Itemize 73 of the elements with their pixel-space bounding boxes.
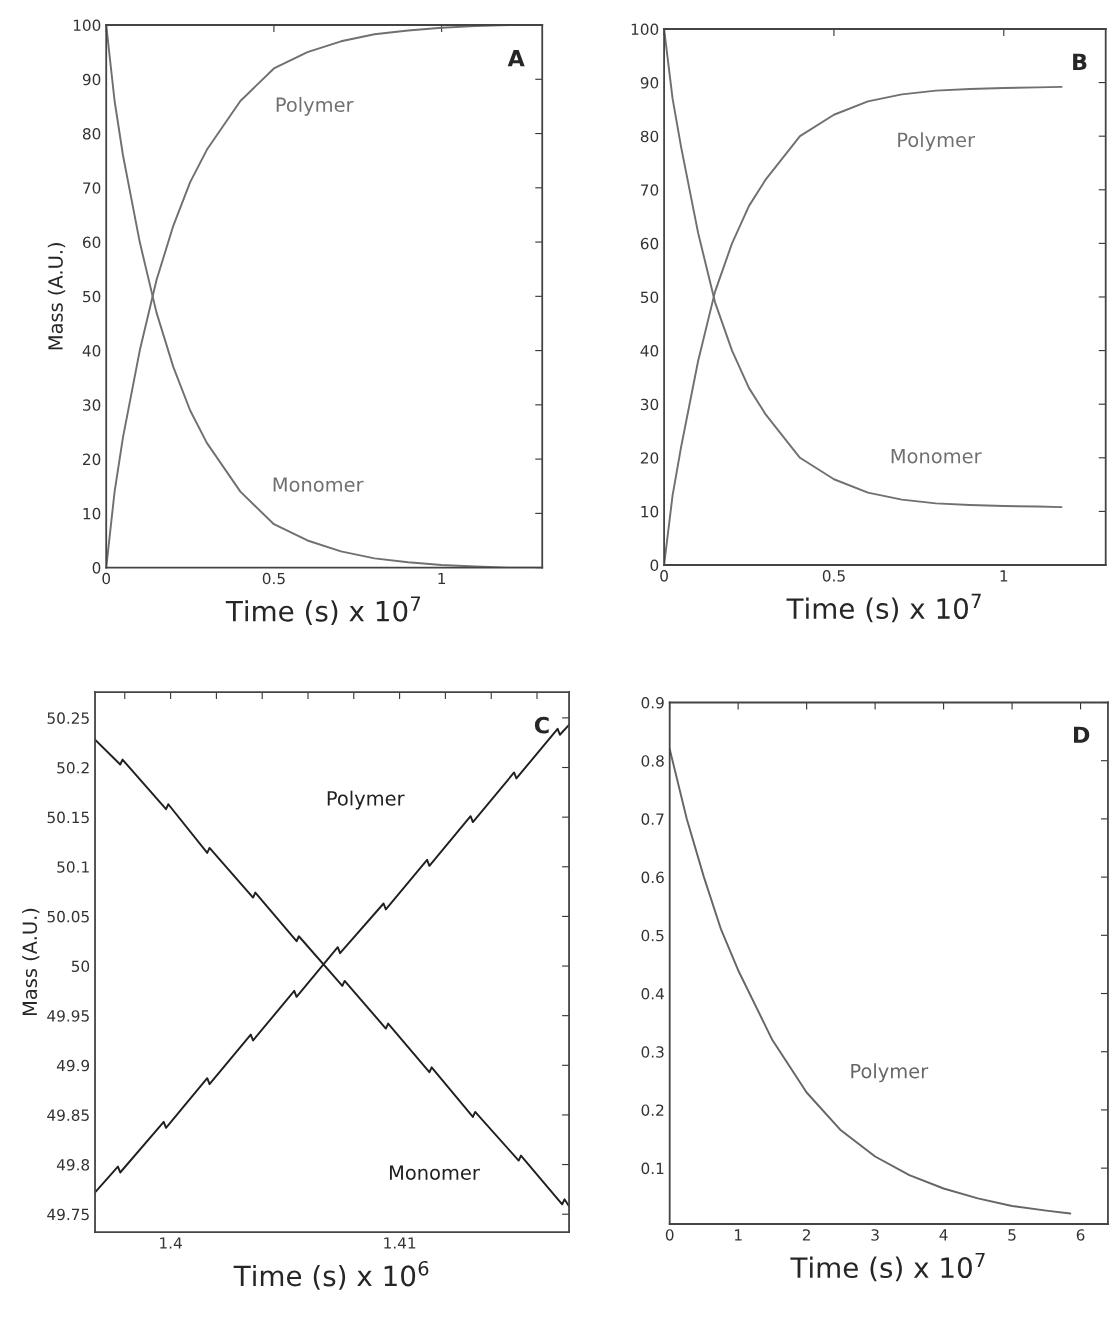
x-tick-label: 4 — [939, 1229, 948, 1241]
x-tick-label: 0.5 — [822, 570, 845, 582]
y-tick-label: 0.2 — [641, 1104, 664, 1116]
x-axis-title: Time (s) x 10$^{7}$ — [225, 596, 421, 625]
x-axis-title: Time (s) x 10$^{7}$ — [790, 1252, 985, 1282]
y-tick-label: 100 — [631, 23, 659, 35]
y-tick-label: 0.9 — [641, 696, 664, 709]
y-tick-label: 0.8 — [641, 755, 664, 767]
y-tick-label: 0.4 — [641, 987, 664, 1000]
y-tick-label: 70 — [83, 182, 101, 194]
y-tick-label: 0.5 — [641, 929, 664, 942]
y-tick-label: 30 — [83, 399, 101, 411]
y-tick-label: 90 — [640, 77, 659, 89]
y-tick-label: 0.3 — [641, 1046, 664, 1058]
y-tick-label: 50 — [83, 290, 101, 303]
y-tick-label: 50.05 — [47, 910, 89, 923]
y-tick-label: 80 — [82, 128, 101, 140]
y-tick-label: 50.25 — [47, 712, 89, 724]
y-tick-label: 50 — [640, 291, 659, 304]
y-tick-label: 49.9 — [56, 1059, 90, 1072]
y-tick-label: 10 — [641, 505, 659, 518]
annotation: B — [1073, 53, 1087, 70]
x-tick-label: 0.5 — [262, 572, 285, 585]
y-tick-label: 0 — [92, 562, 101, 574]
y-tick-label: 90 — [82, 73, 101, 86]
y-tick-label: 49.8 — [56, 1159, 90, 1171]
text: Polymer — [851, 1063, 929, 1083]
y-tick-label: 50.2 — [57, 761, 89, 774]
x-tick-label: 1 — [1000, 570, 1008, 582]
y-tick-label: 10 — [83, 507, 101, 520]
x-tick-label: 6 — [1076, 1229, 1085, 1241]
x-tick-label: 0 — [102, 572, 111, 585]
y-tick-label: 50.15 — [47, 811, 89, 824]
y-tick-label: 0.1 — [641, 1162, 664, 1175]
text: Polymer — [327, 790, 405, 810]
x-tick-label: 1.41 — [384, 1237, 416, 1249]
y-tick-label: 100 — [73, 19, 101, 32]
y-tick-label: 20 — [640, 452, 659, 464]
x-tick-label: 3 — [871, 1229, 879, 1241]
y-tick-label: 49.85 — [47, 1109, 89, 1121]
y-axis-title: Mass (A.U.) — [47, 243, 66, 350]
y-tick-label: 50 — [71, 960, 90, 973]
annotation: D — [1074, 726, 1090, 743]
x-tick-label: 1 — [438, 572, 446, 585]
y-tick-label: 0 — [650, 559, 659, 572]
annotation: A — [507, 50, 525, 67]
series-label: Monomer — [389, 1165, 480, 1180]
y-tick-label: 0.7 — [641, 813, 664, 825]
y-tick-label: 50.1 — [57, 861, 89, 873]
x-tick-label: 1 — [734, 1229, 742, 1241]
annotation: C — [534, 716, 549, 734]
y-tick-label: 40 — [640, 345, 659, 357]
series-label: Monomer — [273, 477, 364, 492]
y-tick-label: 0.6 — [641, 871, 664, 884]
x-tick-label: 2 — [802, 1229, 810, 1241]
y-tick-label: 70 — [641, 184, 659, 196]
x-tick-label: 0 — [665, 1229, 674, 1241]
x-tick-label: 1.4 — [160, 1237, 182, 1249]
y-tick-label: 80 — [640, 130, 659, 143]
series-label: Monomer — [891, 448, 982, 464]
y-tick-label: 40 — [82, 345, 101, 357]
y-tick-label: 60 — [640, 237, 659, 250]
y-tick-label: 49.75 — [47, 1208, 89, 1221]
x-axis-title: Time (s) x 10$^{6}$ — [233, 1260, 429, 1290]
x-tick-label: 5 — [1008, 1229, 1016, 1241]
series-label: Polymer — [276, 97, 354, 116]
y-tick-label: 30 — [640, 398, 659, 411]
series-label: Polymer — [898, 132, 976, 151]
y-tick-label: 49.95 — [47, 1010, 89, 1022]
y-axis-title: Mass (A.U.) — [22, 908, 40, 1016]
y-tick-label: 60 — [82, 236, 101, 249]
x-axis-title: Time (s) x 10$^{7}$ — [786, 593, 981, 623]
y-tick-label: 20 — [83, 453, 101, 466]
